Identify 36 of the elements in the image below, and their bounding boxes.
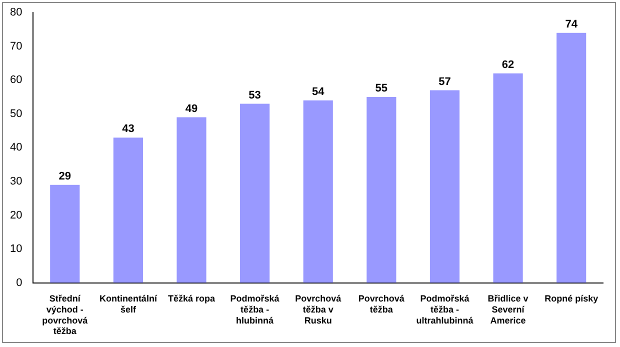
bar [113,138,143,283]
x-tick-label: Těžká ropa [168,294,216,304]
y-tick-label: 70 [10,40,22,52]
y-tick-label: 80 [10,6,22,19]
x-tick-label: Kontinentální šelf [99,294,158,314]
y-tick-label: 0 [16,276,22,289]
y-tick-label: 20 [10,209,22,222]
bar [176,117,206,283]
y-tick-label: 50 [10,108,22,120]
y-tick-label: 30 [10,176,22,188]
data-label: 49 [185,102,198,115]
bar [430,90,460,283]
bar [493,73,523,283]
data-label: 53 [248,89,261,102]
data-label: 29 [58,170,72,182]
data-label: 57 [438,76,451,88]
x-tick-label: Ropné písky [544,294,598,304]
y-tick-label: 40 [10,142,22,154]
data-label: 62 [502,58,514,71]
bar [50,184,80,283]
x-tick-label: Břidlice v Severní Americe [488,294,528,326]
x-tick-label: Povrchová těžba v Rusku [295,294,342,326]
data-label: 43 [122,123,134,136]
bar [556,32,586,283]
data-label: 55 [375,82,388,95]
bar [366,97,396,283]
bar [240,104,270,283]
data-label: 54 [312,86,326,98]
y-tick-label: 60 [10,74,22,86]
bar [303,100,333,283]
x-tick-label: Povrchová těžba [358,294,406,314]
x-tick-label: Podmořská těžba - hlubinná [230,294,280,326]
y-tick-label: 10 [10,243,22,256]
x-tick-label: Podmořská těžba - ultrahlubinná [416,294,474,326]
data-label: 74 [565,18,578,30]
x-tick-label: Střední východ - povrchová těžba [42,294,89,336]
